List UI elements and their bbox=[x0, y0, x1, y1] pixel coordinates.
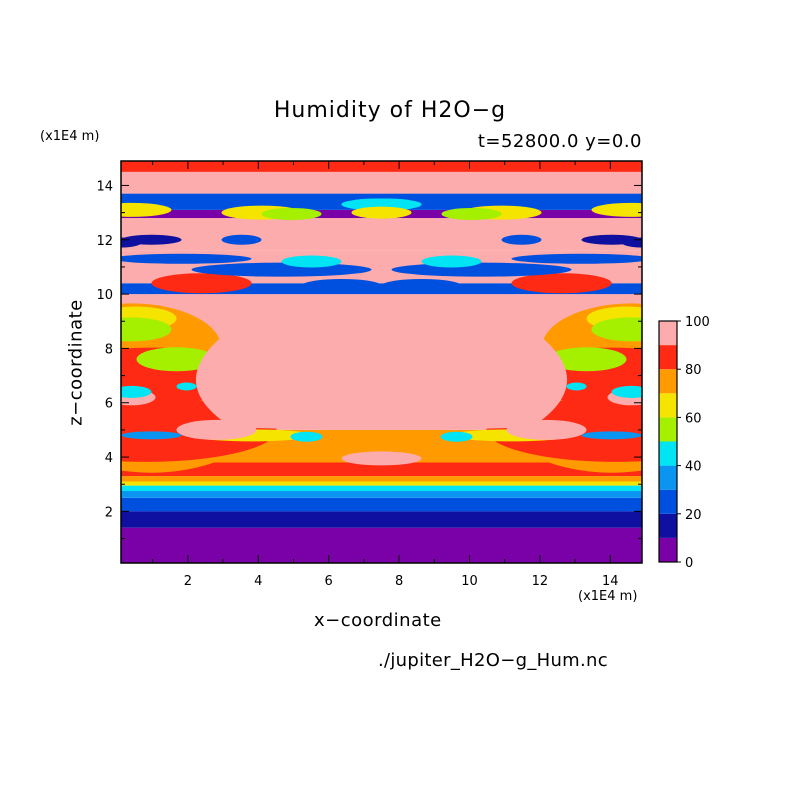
colorbar-swatch bbox=[659, 393, 677, 418]
colorbar-tick-label: 40 bbox=[685, 460, 702, 475]
source-file-label: ./jupiter_H2O−g_Hum.nc bbox=[378, 650, 608, 671]
contour-blob bbox=[121, 202, 172, 217]
heatmap-band bbox=[121, 218, 642, 251]
contour-blob bbox=[546, 347, 627, 372]
y-tick-label: 2 bbox=[105, 505, 113, 520]
x-tick-label: 6 bbox=[325, 574, 333, 589]
x-axis-label: x−coordinate bbox=[314, 610, 442, 631]
colorbar-tick-label: 80 bbox=[685, 363, 702, 378]
colorbar-tick-label: 0 bbox=[685, 556, 693, 571]
heatmap-band bbox=[121, 527, 642, 563]
y-tick-label: 12 bbox=[96, 234, 113, 249]
heatmap-band bbox=[121, 161, 642, 172]
contour-blob bbox=[151, 273, 252, 294]
contour-blob bbox=[290, 431, 323, 442]
contour-blob bbox=[566, 382, 587, 391]
plot-frame bbox=[120, 160, 643, 564]
plot-border bbox=[120, 160, 643, 564]
contour-blob bbox=[581, 431, 642, 440]
y-tick-label: 10 bbox=[96, 288, 113, 303]
contour-blob bbox=[121, 253, 252, 264]
colorbar-swatch bbox=[659, 537, 677, 562]
central-saturated-region bbox=[195, 315, 568, 430]
y-tick-label: 6 bbox=[105, 397, 113, 412]
heatmap-band bbox=[121, 462, 642, 477]
colorbar-tick-label: 20 bbox=[685, 508, 702, 523]
colorbar-swatch bbox=[659, 321, 677, 346]
contour-blob bbox=[441, 207, 502, 220]
contour-blob bbox=[341, 451, 422, 466]
colorbar-swatch bbox=[659, 369, 677, 394]
heatmap-band bbox=[121, 485, 642, 492]
x-tick-label: 10 bbox=[461, 574, 478, 589]
contour-blob bbox=[591, 317, 642, 342]
contour-blob bbox=[176, 382, 197, 391]
heatmap-band bbox=[121, 476, 642, 482]
contour-blob bbox=[121, 431, 182, 440]
contour-blob bbox=[281, 255, 342, 268]
colorbar-tick-label: 60 bbox=[685, 411, 702, 426]
heatmap-band bbox=[121, 491, 642, 498]
colorbar-swatch bbox=[659, 417, 677, 442]
contour-blob bbox=[440, 431, 473, 442]
contour-blob bbox=[381, 278, 462, 293]
heatmap-band bbox=[121, 481, 642, 486]
colorbar-swatch bbox=[659, 465, 677, 490]
y-axis-ticks: 2 4 6 8 10 12 14 bbox=[96, 179, 642, 540]
x-tick-label: 2 bbox=[184, 574, 192, 589]
contour-blob bbox=[121, 385, 152, 398]
colorbar-swatch bbox=[659, 513, 677, 538]
heatmap-band bbox=[121, 497, 642, 512]
colorbar-border bbox=[658, 320, 678, 563]
colorbar-swatch bbox=[659, 489, 677, 514]
colorbar-swatch bbox=[659, 441, 677, 466]
colorbar-tick-label: 100 bbox=[685, 315, 710, 330]
y-tick-label: 14 bbox=[96, 179, 113, 194]
contour-blob bbox=[511, 253, 642, 264]
heatmap-band bbox=[121, 283, 642, 295]
chart-subtitle: t=52800.0 y=0.0 bbox=[477, 131, 642, 152]
contour-blob bbox=[221, 234, 262, 245]
contour-blob bbox=[191, 262, 372, 277]
contour-blob bbox=[511, 273, 612, 294]
contour-blob bbox=[136, 347, 217, 372]
contour-blob bbox=[351, 206, 412, 219]
contour-blob bbox=[341, 198, 422, 211]
x-tick-label: 14 bbox=[602, 574, 619, 589]
y-tick-label: 8 bbox=[105, 342, 113, 357]
heatmap-band bbox=[121, 511, 642, 528]
contour-blob bbox=[301, 278, 382, 293]
contour-blob bbox=[121, 317, 172, 342]
colorbar-swatch bbox=[659, 345, 677, 370]
heatmap-band bbox=[121, 171, 642, 194]
y-tick-label: 4 bbox=[105, 451, 113, 466]
y-axis-unit: (x1E4 m) bbox=[40, 129, 100, 144]
contour-blob bbox=[391, 262, 572, 277]
heatmap-field bbox=[121, 161, 642, 563]
contour-blob bbox=[421, 255, 482, 268]
x-tick-label: 12 bbox=[532, 574, 549, 589]
x-tick-label: 8 bbox=[395, 574, 403, 589]
x-axis-unit: (x1E4 m) bbox=[578, 589, 638, 604]
x-axis-ticks: 2 4 6 8 10 12 14 bbox=[152, 161, 619, 589]
contour-blob bbox=[591, 202, 642, 217]
contour-blob bbox=[611, 385, 642, 398]
contour-blob bbox=[501, 234, 542, 245]
colorbar: 0 20 40 60 80 100 bbox=[658, 315, 710, 571]
contour-blob bbox=[261, 207, 322, 220]
chart-title: Humidity of H2O−g bbox=[273, 98, 507, 123]
x-tick-label: 4 bbox=[254, 574, 262, 589]
